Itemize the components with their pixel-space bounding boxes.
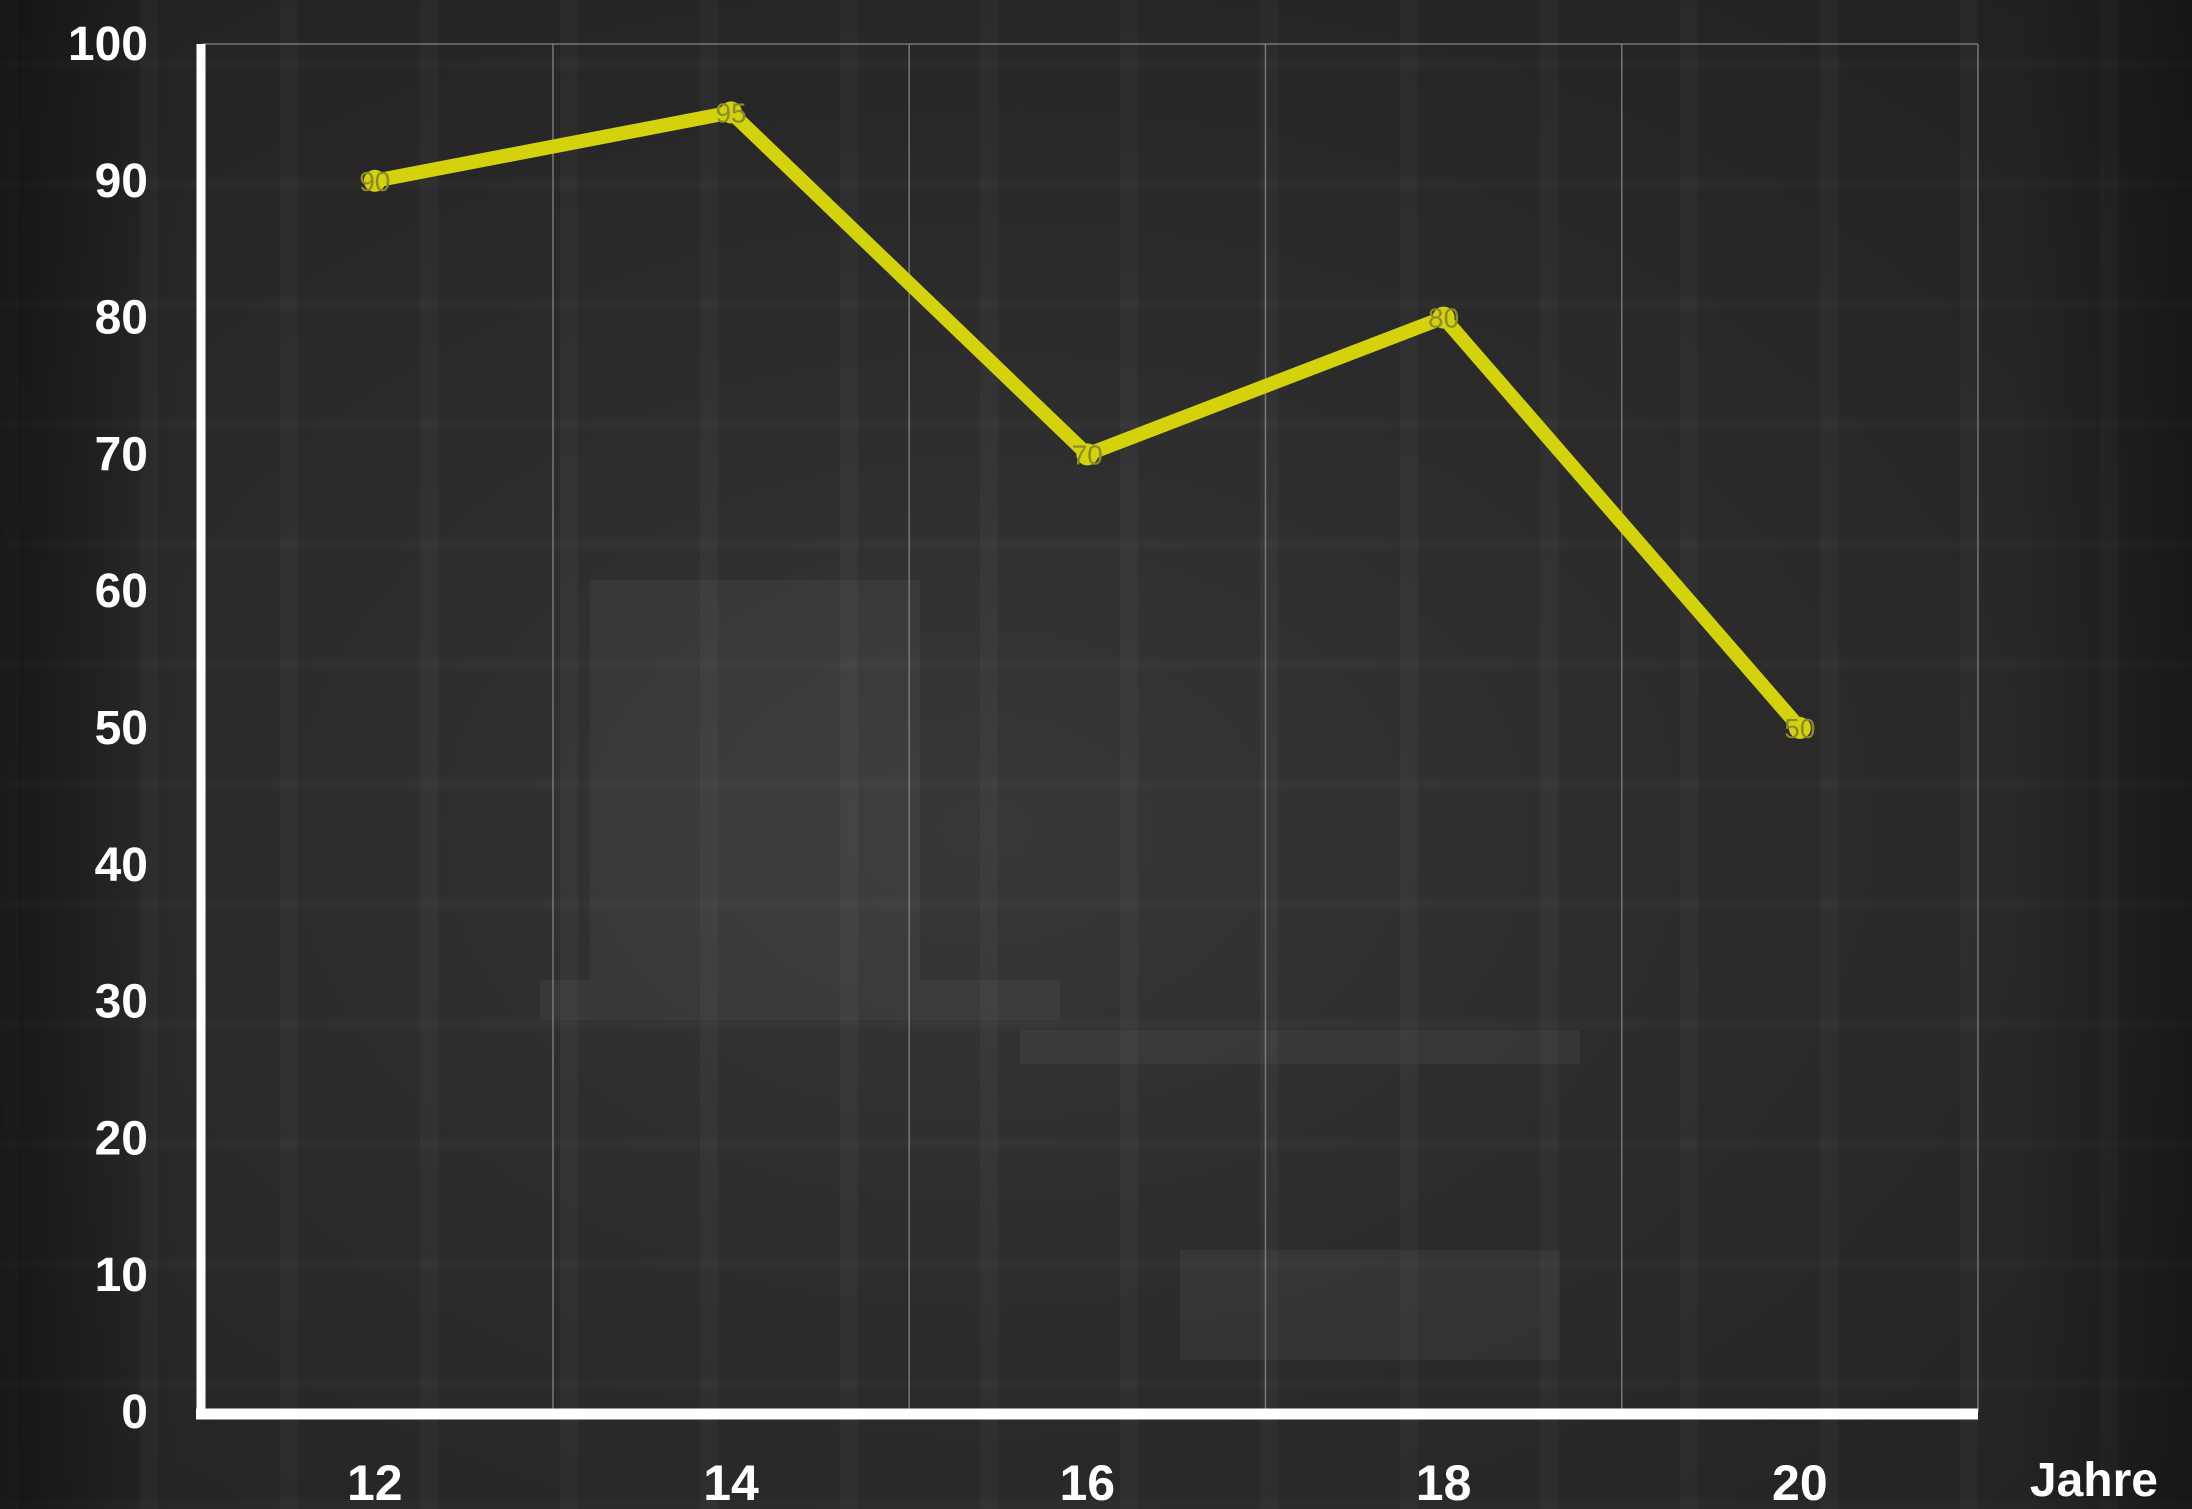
y-tick-label: 30 xyxy=(95,976,148,1029)
y-tick-label: 100 xyxy=(68,18,148,71)
data-label: 50 xyxy=(1784,713,1815,744)
background-shelf xyxy=(540,980,1060,1020)
y-tick-label: 20 xyxy=(95,1112,148,1165)
x-tick-label: 18 xyxy=(1416,1455,1472,1509)
x-tick-label: 16 xyxy=(1060,1455,1116,1509)
x-tick-label: 14 xyxy=(703,1455,759,1509)
y-tick-label: 0 xyxy=(121,1386,148,1439)
background-pallet xyxy=(590,580,920,980)
series-line xyxy=(367,105,1807,735)
y-tick-label: 60 xyxy=(95,565,148,618)
data-point xyxy=(1788,717,1811,739)
y-tick-label: 40 xyxy=(95,839,148,892)
grid-lines xyxy=(201,43,1979,1412)
y-tick-label: 90 xyxy=(95,155,148,208)
data-point xyxy=(720,101,743,124)
data-label: 80 xyxy=(1428,303,1459,334)
data-point xyxy=(1432,306,1455,329)
axes xyxy=(196,44,1978,1420)
series-line-path xyxy=(367,105,1807,735)
y-tick-label: 80 xyxy=(95,292,148,345)
data-label: 70 xyxy=(1072,439,1103,470)
data-point xyxy=(1076,443,1099,466)
background-shelf xyxy=(1020,1030,1580,1064)
background-box xyxy=(1180,1250,1560,1360)
x-axis-ticks: 12 14 16 18 20 xyxy=(347,1455,1828,1509)
x-tick-label: 12 xyxy=(347,1455,403,1509)
data-points xyxy=(363,101,1811,739)
data-point xyxy=(363,169,386,192)
data-label: 95 xyxy=(715,97,746,128)
y-tick-label: 10 xyxy=(95,1249,148,1302)
data-labels: 90 95 70 80 50 xyxy=(359,97,1815,744)
y-tick-label: 70 xyxy=(95,428,148,481)
y-axis-ticks: 0 10 20 30 40 50 60 70 80 90 100 xyxy=(68,18,148,1439)
x-tick-label: 20 xyxy=(1772,1455,1828,1509)
data-label: 90 xyxy=(359,166,390,197)
y-tick-label: 50 xyxy=(95,702,148,755)
x-axis-title: Jahre xyxy=(2030,1454,2158,1507)
